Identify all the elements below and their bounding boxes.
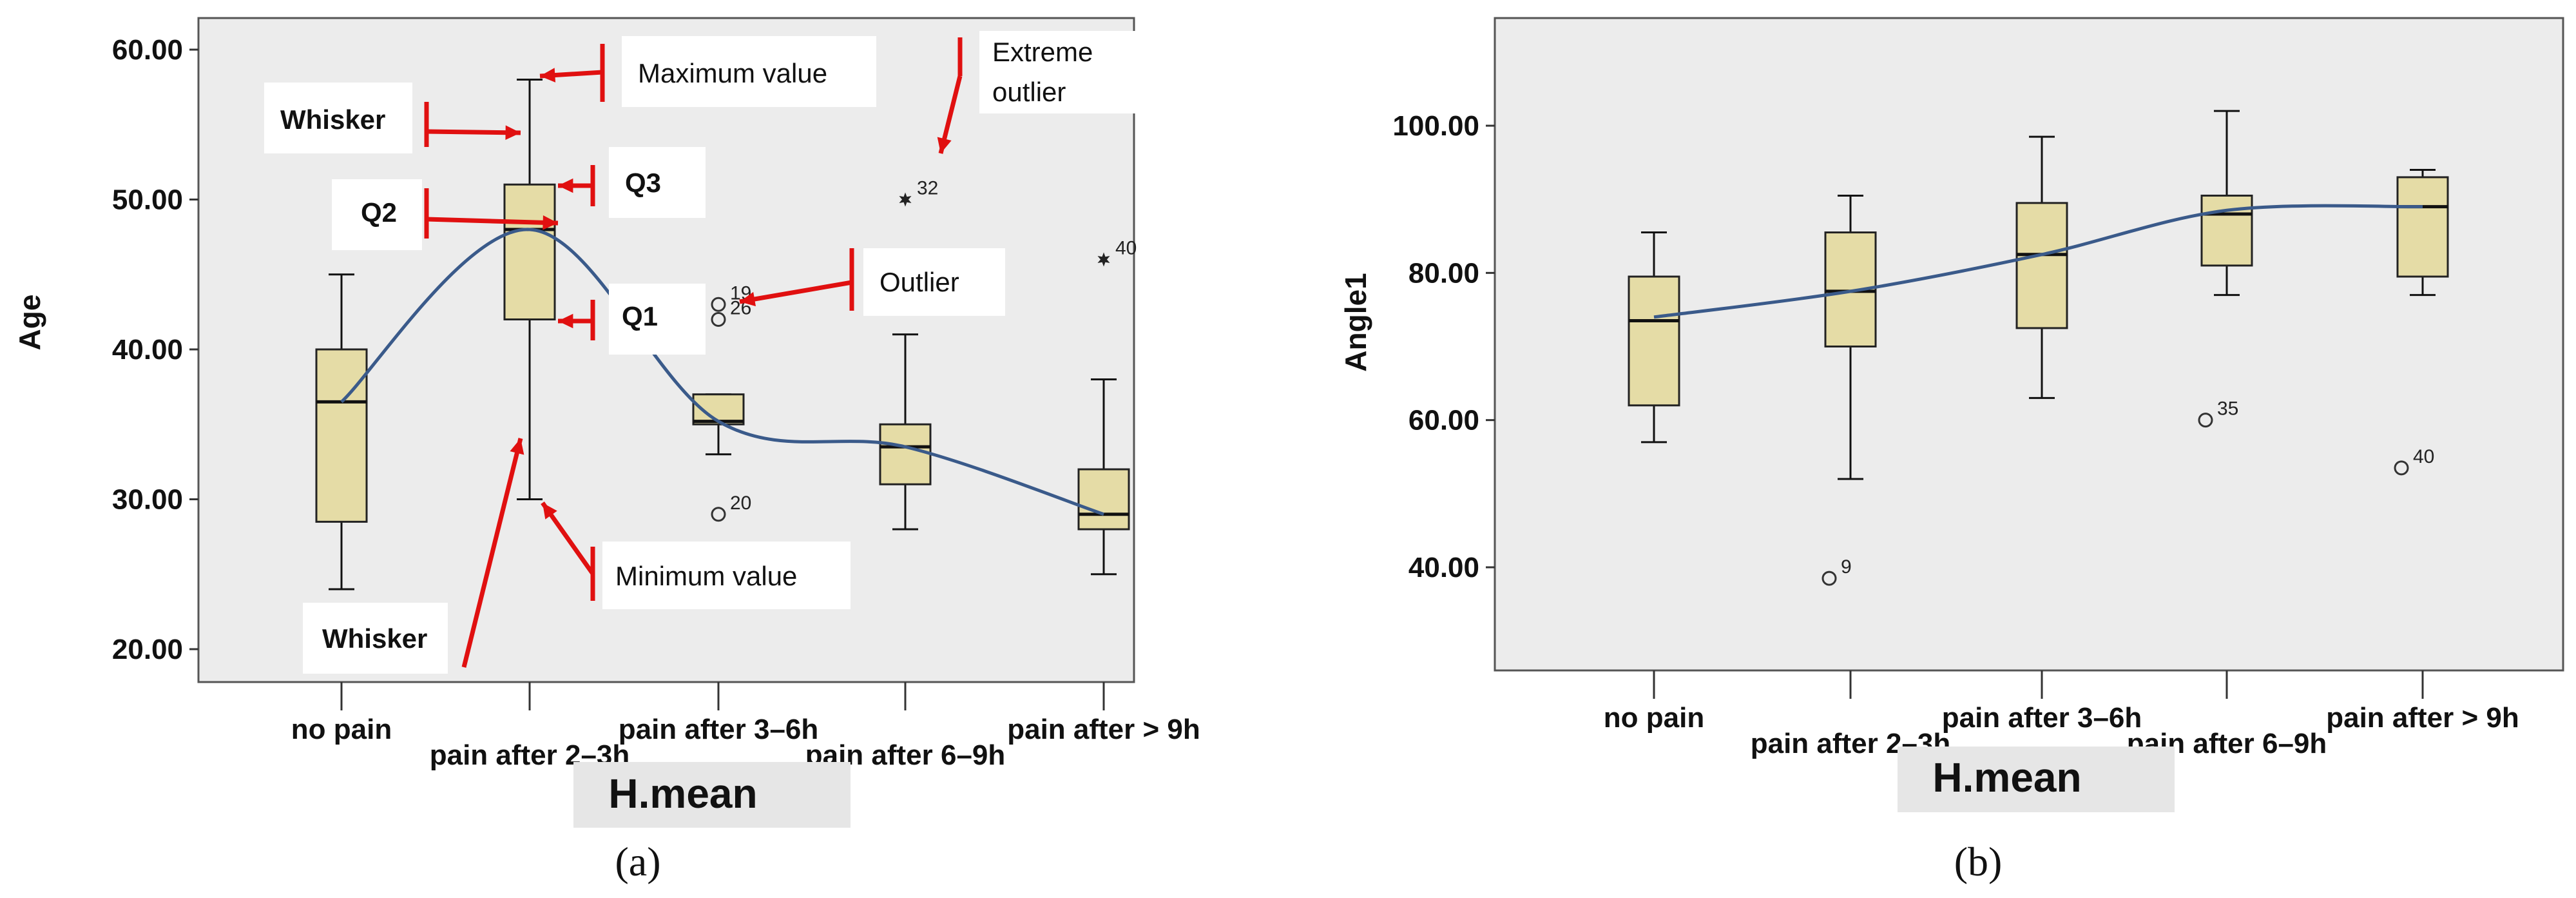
y-tick-label: 50.00	[112, 184, 183, 216]
y-tick-label: 40.00	[112, 334, 183, 366]
annotation-arrow	[426, 129, 521, 135]
trend-line	[340, 228, 1104, 516]
annotation-arrowhead	[937, 137, 952, 153]
outlier-label: 20	[730, 493, 751, 514]
annotation-whisker-bottom: Whisker	[322, 623, 427, 654]
outlier-circle	[711, 507, 726, 522]
y-tick-label: 80.00	[1408, 257, 1479, 289]
outlier-circle	[711, 312, 726, 327]
annotation-box-whisker-top	[264, 83, 412, 153]
annotation-arrow	[461, 438, 523, 668]
annotation-outlier: Outlier	[879, 267, 959, 297]
y-tick-label: 100.00	[1392, 110, 1479, 142]
y-tick-label: 60.00	[1408, 405, 1479, 436]
annotation-arrowhead	[558, 178, 573, 193]
box	[2396, 176, 2449, 278]
x-tick-label: pain after > 9h	[2326, 702, 2519, 734]
box	[503, 183, 556, 320]
annotation-box-maximum	[622, 36, 876, 107]
annotation-q1: Q1	[622, 301, 658, 331]
annotation-maximum-value: Maximum value	[638, 58, 827, 88]
annotation-arrow	[426, 217, 559, 226]
annotation-arrowhead	[540, 68, 556, 83]
annotation-box-minimum	[602, 542, 851, 609]
annotation-box-outlier	[863, 248, 1005, 316]
annotation-box-extreme	[979, 31, 1208, 113]
annotation-arrowhead	[543, 503, 557, 520]
annotation-arrow	[739, 280, 852, 304]
annotation-box-q3	[609, 147, 706, 218]
box	[2200, 194, 2253, 267]
outlier-star	[1097, 252, 1110, 267]
panel-label-a: (a)	[615, 839, 660, 884]
annotation-extreme-line2: outlier	[992, 77, 1066, 107]
annotation-whisker-top: Whisker	[280, 104, 385, 135]
x-tick-label: no pain	[291, 714, 392, 745]
annotation-arrowhead	[543, 215, 558, 230]
x-tick-label: pain after 3–6h	[1942, 702, 2142, 734]
box	[1628, 275, 1680, 407]
box	[879, 423, 932, 485]
x-axis-title-a: H.mean	[608, 770, 757, 817]
outlier-label: 40	[2413, 446, 2434, 467]
box	[2015, 202, 2068, 329]
box	[1077, 468, 1130, 531]
outlier-circle	[2394, 460, 2409, 476]
annotation-arrowhead	[510, 438, 524, 455]
annotation-box-whisker-bottom	[303, 603, 448, 674]
y-axis-title-a: Age	[13, 295, 46, 351]
outlier-circle	[711, 297, 726, 312]
y-tick-label: 60.00	[112, 34, 183, 66]
box	[315, 348, 368, 523]
annotation-q3: Q3	[625, 168, 661, 198]
annotation-minimum-value: Minimum value	[615, 561, 797, 591]
annotation-q2: Q2	[361, 197, 397, 228]
outlier-label: 35	[2217, 398, 2238, 420]
x-tick-label: no pain	[1604, 702, 1704, 734]
x-axis-title-box-a	[573, 762, 851, 828]
panel-a: 20.00 30.00 40.00 50.00 60.00 no pain pain aft…	[13, 17, 1200, 884]
outlier-star	[899, 192, 912, 207]
y-tick-label: 40.00	[1408, 552, 1479, 583]
annotation-arrowhead	[740, 291, 756, 307]
annotation-arrowhead	[558, 313, 573, 329]
annotations-a: Maximum value Extreme outlier Whisker Q3…	[264, 31, 1208, 674]
x-axis-title-box-b	[1898, 747, 2175, 812]
x-tick-label: pain after > 9h	[1007, 714, 1200, 745]
x-axis-title-b: H.mean	[1932, 754, 2081, 801]
panel-label-b: (b)	[1954, 839, 2003, 884]
outlier-label: 32	[917, 178, 938, 199]
y-axis-title-b: Angle1	[1339, 273, 1372, 371]
outlier-circle	[2198, 413, 2213, 428]
annotation-extreme-line1: Extreme	[992, 37, 1093, 67]
annotation-box-q2	[332, 179, 422, 250]
x-tick-label: pain after 3–6h	[619, 714, 819, 745]
outlier-label: 40	[1115, 238, 1137, 259]
trend-line	[1653, 204, 2423, 319]
outlier-circle	[1821, 571, 1837, 586]
annotation-arrowhead	[505, 125, 521, 140]
y-tick-label: 20.00	[112, 634, 183, 665]
outlier-label: 9	[1841, 556, 1852, 578]
y-tick-label: 30.00	[112, 484, 183, 516]
annotation-box-q1	[609, 284, 706, 355]
